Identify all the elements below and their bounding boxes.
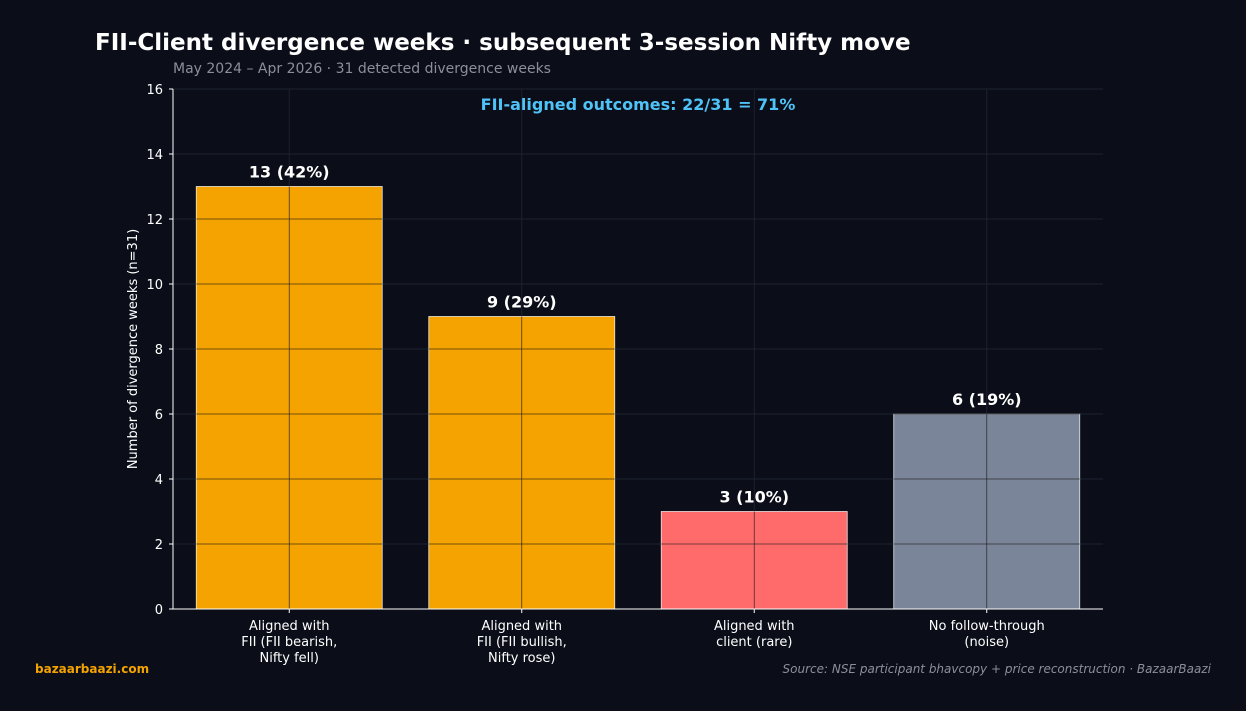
bar-value-label: 13 (42%) <box>249 163 330 182</box>
axes <box>169 88 1103 613</box>
y-tick-label: 8 <box>155 343 163 358</box>
x-tick-label: Aligned with FII (FII bearish, Nifty fell) <box>241 619 337 666</box>
y-tick-label: 10 <box>146 278 163 293</box>
bars <box>195 186 1081 610</box>
y-tick-label: 6 <box>155 408 163 423</box>
y-tick-label: 12 <box>146 213 163 228</box>
y-tick-label: 16 <box>146 83 163 98</box>
bar-value-label: 3 (10%) <box>719 488 789 507</box>
bar-value-label: 6 (19%) <box>952 390 1022 409</box>
x-tick-label: Aligned with FII (FII bullish, Nifty rose) <box>477 619 567 666</box>
chart-subtitle: May 2024 – Apr 2026 · 31 detected diverg… <box>173 61 551 77</box>
source-note: Source: NSE participant bhavcopy + price… <box>782 662 1211 676</box>
y-tick-label: 4 <box>155 473 163 488</box>
labels: 0 2 4 6 8 10 12 14 16 Aligned with FII (FII bearis… <box>126 83 1045 666</box>
y-tick-label: 0 <box>155 603 163 618</box>
x-tick-label: No follow-through (noise) <box>929 619 1045 650</box>
bar-value-label: 9 (29%) <box>487 293 557 312</box>
y-axis-title: Number of divergence weeks (n=31) <box>126 229 141 469</box>
annotation-text: FII-aligned outcomes: 22/31 = 71% <box>481 95 796 114</box>
brand-link[interactable]: bazaarbaazi.com <box>35 662 150 676</box>
overlay-grid-lines <box>196 186 1080 609</box>
x-tick-label: Aligned with client (rare) <box>714 619 795 650</box>
y-tick-label: 2 <box>155 538 163 553</box>
chart-title: FII-Client divergence weeks · subsequent… <box>95 30 911 56</box>
y-tick-label: 14 <box>146 148 163 163</box>
